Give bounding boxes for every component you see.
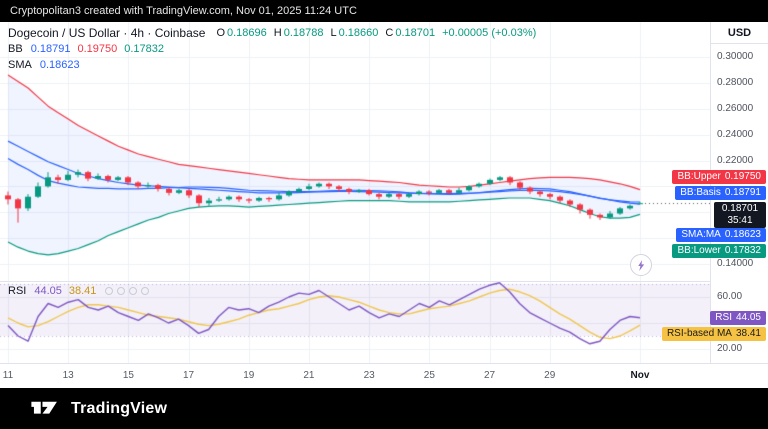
price-tick-label: 0.14000 (717, 258, 754, 269)
lightning-icon (637, 259, 644, 271)
brand-name[interactable]: TradingView (71, 399, 168, 417)
bb-basis-value: 0.18791 (30, 43, 71, 55)
time-tick-label: 17 (183, 370, 195, 381)
footer-bar: TradingView (0, 388, 768, 429)
sma-indicator-label[interactable]: SMA (8, 59, 32, 71)
sma-indicator-row[interactable]: SMA 0.18623 (8, 57, 536, 73)
symbol-title[interactable]: Dogecoin / US Dollar · 4h · Coinbase (8, 26, 206, 40)
boost-button[interactable] (630, 254, 652, 276)
bb-lower-badge[interactable]: BB:Lower 0.17832 (672, 244, 766, 259)
time-tick-label: 23 (363, 370, 375, 381)
tradingview-logo-icon[interactable] (28, 394, 62, 423)
rsi-indicator-label[interactable]: RSI (8, 285, 27, 297)
change-value: +0.00005 (+0.03%) (442, 27, 537, 39)
indicator-control-icon[interactable] (129, 287, 138, 295)
rsi-legend-row[interactable]: RSI 44.05 38.41 (8, 285, 150, 297)
pane-divider[interactable] (0, 281, 768, 282)
price-tick-label: 0.30000 (717, 51, 754, 62)
price-tick-label: 0.26000 (717, 102, 754, 114)
ohlc-close: C 0.18701 (385, 27, 436, 39)
time-tick-label: 19 (243, 370, 255, 381)
rsi-tick-label: 60.00 (717, 291, 743, 302)
bb-lower-value: 0.17832 (124, 43, 164, 55)
time-tick-label: 25 (423, 370, 435, 381)
rsi-tick-label: 20.00 (717, 343, 743, 354)
time-tick-label: Nov (630, 370, 650, 381)
last-price-badge[interactable]: 0.18701 35:41 (714, 202, 766, 229)
time-tick-label: 15 (122, 370, 134, 381)
bb-basis-badge[interactable]: BB:Basis 0.18791 (675, 186, 766, 201)
indicator-controls (105, 287, 150, 295)
attribution-text: Cryptopolitan3 created with TradingView.… (10, 5, 357, 17)
symbol-header-row[interactable]: Dogecoin / US Dollar · 4h · Coinbase O 0… (8, 25, 536, 41)
currency-label[interactable]: USD (711, 22, 768, 44)
price-chart-canvas[interactable] (0, 22, 710, 363)
time-tick-label: 13 (62, 370, 74, 381)
sma-badge[interactable]: SMA:MA 0.18623 (676, 228, 766, 243)
bb-upper-value: 0.19750 (77, 43, 118, 55)
rsi-badge[interactable]: RSI 44.05 (710, 310, 766, 325)
price-tick-label: 0.24000 (717, 128, 754, 140)
ohlc-low: L 0.18660 (330, 27, 379, 39)
time-tick-label: 11 (2, 370, 14, 381)
time-tick-label: 21 (303, 370, 315, 381)
chart-legend: Dogecoin / US Dollar · 4h · Coinbase O 0… (8, 25, 536, 73)
price-tick-label: 0.28000 (717, 76, 754, 88)
rsi-value: 44.05 (34, 285, 62, 297)
bb-upper-badge[interactable]: BB:Upper 0.19750 (672, 170, 766, 185)
bb-indicator-label[interactable]: BB (8, 43, 23, 55)
time-tick-label: 29 (544, 370, 556, 381)
rsi-ma-value: 38.41 (68, 285, 97, 297)
time-axis[interactable]: 11 13 15 17 19 21 23 25 27 29 Nov (0, 363, 768, 388)
price-tick-label: 0.22000 (717, 154, 754, 166)
chart-area[interactable]: Dogecoin / US Dollar · 4h · Coinbase O 0… (0, 22, 768, 388)
attribution-bar: Cryptopolitan3 created with TradingView.… (0, 0, 768, 22)
rsi-ma-badge[interactable]: RSI-based MA 38.41 (661, 326, 766, 341)
indicator-control-icon[interactable] (117, 287, 126, 295)
ohlc-open: O 0.18696 (216, 27, 267, 39)
indicator-control-icon[interactable] (105, 287, 114, 295)
sma-value: 0.18623 (39, 59, 80, 71)
indicator-control-icon[interactable] (141, 287, 150, 295)
time-tick-label: 27 (483, 370, 496, 381)
bb-indicator-row[interactable]: BB 0.18791 0.19750 0.17832 (8, 41, 536, 57)
ohlc-high: H 0.18788 (273, 27, 324, 39)
